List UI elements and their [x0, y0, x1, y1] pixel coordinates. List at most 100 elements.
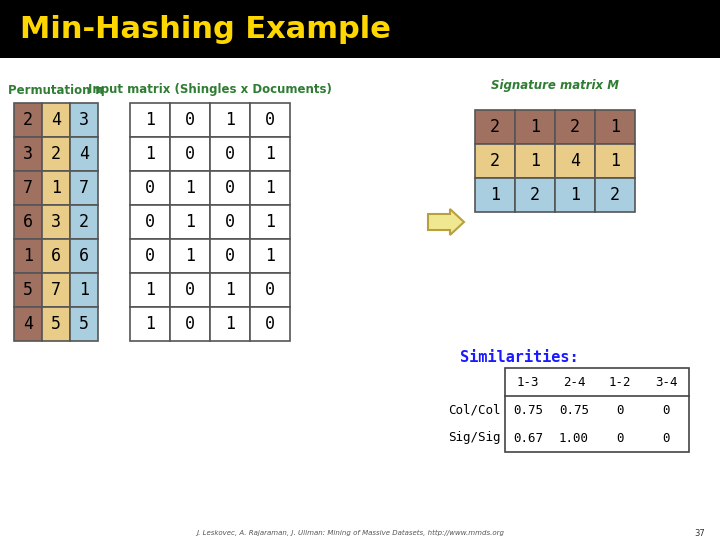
Text: 0: 0: [225, 247, 235, 265]
Bar: [505, 368, 689, 452]
Bar: [515, 110, 555, 144]
Bar: [130, 103, 170, 137]
Text: 1: 1: [265, 213, 275, 231]
Bar: [515, 178, 555, 212]
Text: 0: 0: [616, 403, 624, 416]
Bar: [475, 178, 515, 212]
Bar: [595, 110, 635, 144]
Text: 1.00: 1.00: [559, 431, 589, 444]
Text: 0: 0: [265, 111, 275, 129]
Text: 0: 0: [265, 281, 275, 299]
Text: 7: 7: [79, 179, 89, 197]
Text: Similarities:: Similarities:: [460, 350, 579, 366]
Bar: [130, 171, 170, 205]
Bar: [70, 171, 98, 205]
Bar: [250, 103, 290, 137]
Bar: [0, 0, 720, 58]
Text: 1: 1: [145, 315, 155, 333]
Text: 5: 5: [79, 315, 89, 333]
Text: 0: 0: [616, 431, 624, 444]
Text: 1: 1: [570, 186, 580, 204]
Bar: [250, 205, 290, 239]
Text: 0: 0: [662, 403, 670, 416]
Text: 1: 1: [225, 111, 235, 129]
Text: 0: 0: [185, 315, 195, 333]
Bar: [210, 239, 250, 273]
Bar: [515, 144, 555, 178]
Text: 2: 2: [490, 118, 500, 136]
Bar: [14, 103, 42, 137]
Text: 1: 1: [265, 179, 275, 197]
Text: 1: 1: [265, 247, 275, 265]
Text: J. Leskovec, A. Rajaraman, J. Ullman: Mining of Massive Datasets, http://www.mmd: J. Leskovec, A. Rajaraman, J. Ullman: Mi…: [196, 530, 504, 536]
Text: 3: 3: [79, 111, 89, 129]
Text: 0: 0: [225, 179, 235, 197]
Text: 2: 2: [490, 152, 500, 170]
Text: 6: 6: [79, 247, 89, 265]
Bar: [130, 273, 170, 307]
Bar: [70, 205, 98, 239]
Bar: [70, 239, 98, 273]
Text: 5: 5: [23, 281, 33, 299]
Text: 2: 2: [570, 118, 580, 136]
Text: 1: 1: [23, 247, 33, 265]
Text: 1: 1: [610, 152, 620, 170]
Text: 3-4: 3-4: [654, 375, 678, 388]
Bar: [130, 307, 170, 341]
Text: 1: 1: [530, 118, 540, 136]
Text: 4: 4: [23, 315, 33, 333]
Bar: [170, 205, 210, 239]
Text: 4: 4: [79, 145, 89, 163]
Text: 0: 0: [145, 213, 155, 231]
Bar: [42, 273, 70, 307]
Bar: [42, 137, 70, 171]
Text: 6: 6: [23, 213, 33, 231]
Text: 1: 1: [265, 145, 275, 163]
Bar: [210, 205, 250, 239]
Bar: [250, 137, 290, 171]
Text: 1: 1: [225, 281, 235, 299]
Bar: [210, 273, 250, 307]
Bar: [210, 307, 250, 341]
Bar: [70, 103, 98, 137]
Bar: [14, 273, 42, 307]
Text: 0.67: 0.67: [513, 431, 543, 444]
Text: 0: 0: [145, 179, 155, 197]
Text: 1: 1: [145, 281, 155, 299]
Bar: [42, 205, 70, 239]
Bar: [250, 171, 290, 205]
Bar: [555, 110, 595, 144]
Bar: [170, 103, 210, 137]
Bar: [14, 171, 42, 205]
Text: 7: 7: [51, 281, 61, 299]
Text: 2: 2: [610, 186, 620, 204]
Bar: [170, 307, 210, 341]
Text: 0.75: 0.75: [559, 403, 589, 416]
Text: 1: 1: [145, 145, 155, 163]
Bar: [170, 137, 210, 171]
Text: 7: 7: [23, 179, 33, 197]
Text: 0: 0: [185, 145, 195, 163]
Text: 0: 0: [185, 111, 195, 129]
Text: 1: 1: [185, 247, 195, 265]
Bar: [70, 307, 98, 341]
Text: 2: 2: [530, 186, 540, 204]
Text: 1: 1: [185, 213, 195, 231]
Bar: [14, 307, 42, 341]
Bar: [475, 110, 515, 144]
Bar: [170, 273, 210, 307]
Bar: [42, 171, 70, 205]
Text: 1: 1: [79, 281, 89, 299]
Bar: [42, 239, 70, 273]
Text: 0: 0: [662, 431, 670, 444]
Bar: [14, 205, 42, 239]
Text: 1: 1: [145, 111, 155, 129]
Text: 37: 37: [695, 529, 706, 537]
Text: 1: 1: [51, 179, 61, 197]
Text: 1: 1: [490, 186, 500, 204]
Bar: [130, 239, 170, 273]
Text: 2-4: 2-4: [563, 375, 585, 388]
Bar: [250, 307, 290, 341]
Text: 4: 4: [570, 152, 580, 170]
Bar: [130, 205, 170, 239]
